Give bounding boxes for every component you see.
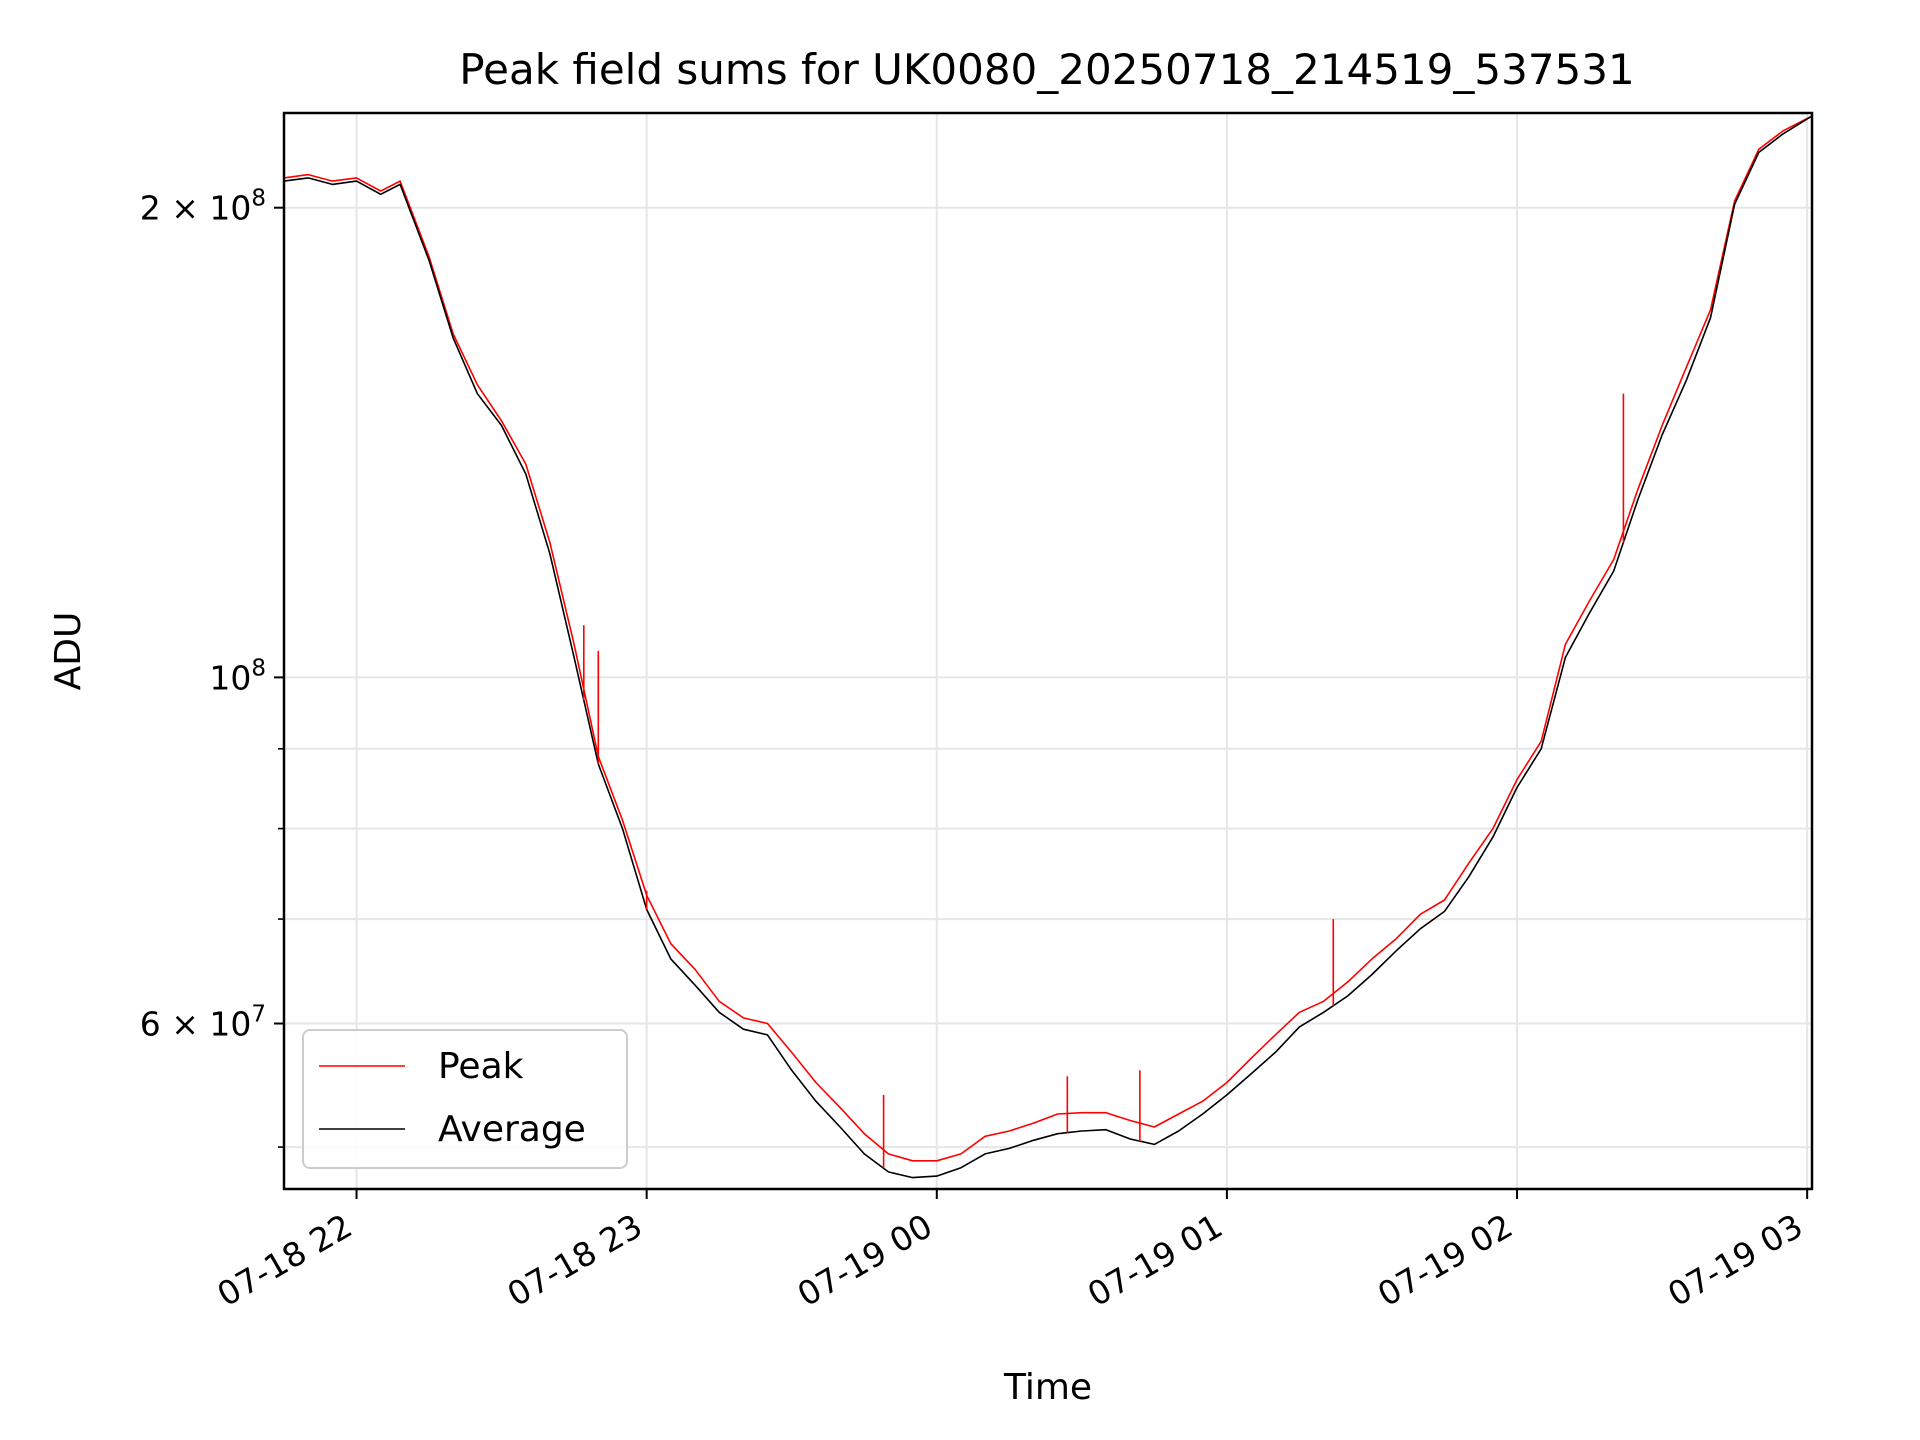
y-tick-label-base: 6 × 10 (140, 1005, 252, 1044)
x-tick-label: 07-19 03 (1661, 1206, 1809, 1314)
y-axis-label: ADU (48, 612, 89, 691)
y-tick-label-base: 10 (209, 658, 251, 697)
legend-box (302, 1029, 628, 1169)
y-tick-label-exponent: 7 (251, 1002, 266, 1028)
x-tick-label: 07-18 23 (501, 1206, 649, 1314)
chart-title: Peak field sums for UK0080_20250718_2145… (459, 45, 1634, 94)
y-tick-label-exponent: 8 (251, 655, 266, 681)
legend-label-average: Average (438, 1109, 586, 1150)
x-axis-label: Time (1003, 1367, 1092, 1408)
plot-area (283, 115, 1813, 1179)
y-tick-label: 2 × 108 (140, 186, 266, 228)
axes-frame (282, 111, 1814, 1191)
grid (284, 113, 1812, 1189)
x-axis: 07-18 22 07-18 23 07-19 00 07-19 01 07-19 02… (211, 1189, 1809, 1314)
legend-label-peak: Peak (438, 1046, 524, 1087)
x-tick-label: 07-18 22 (211, 1206, 359, 1314)
series-line-peak (283, 115, 1813, 1162)
y-tick-label: 6 × 107 (140, 1002, 266, 1044)
y-tick-label: 108 (209, 655, 266, 697)
series-line-average (283, 115, 1813, 1179)
x-tick-label: 07-19 02 (1371, 1206, 1519, 1314)
legend: Peak Average (302, 1029, 628, 1169)
y-tick-label-exponent: 8 (251, 186, 266, 212)
x-tick-label: 07-19 01 (1081, 1206, 1229, 1314)
y-tick-label-base: 2 × 10 (140, 189, 252, 228)
x-tick-label: 07-19 00 (791, 1206, 939, 1314)
